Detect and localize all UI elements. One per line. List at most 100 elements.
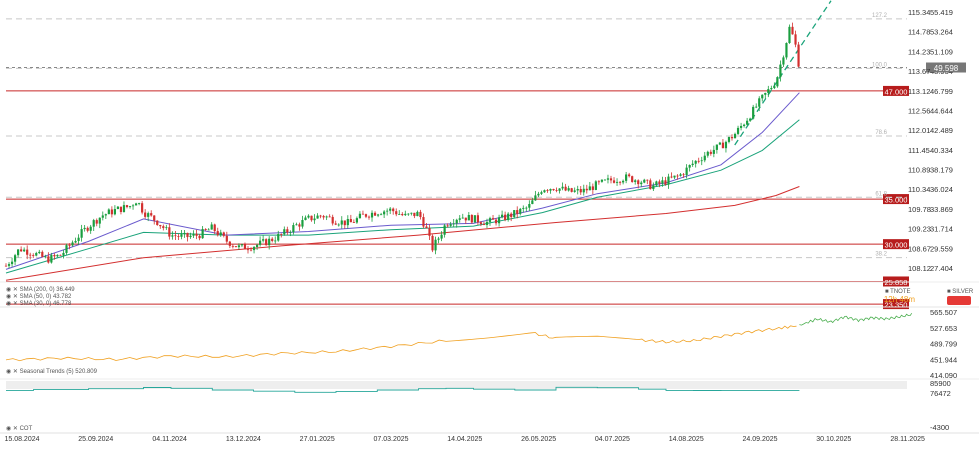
candle-body (479, 222, 483, 224)
candle-body (773, 86, 776, 89)
candle (603, 179, 607, 181)
candle (410, 212, 413, 216)
candle-body (739, 125, 743, 128)
candle (304, 215, 307, 221)
candle (404, 210, 407, 217)
candle (449, 221, 452, 227)
candle-body (612, 180, 616, 183)
cot-tick-label: 76472 (930, 389, 951, 398)
candle-body (625, 174, 628, 181)
last-price-bg (926, 62, 966, 73)
candle (26, 245, 29, 260)
candle (755, 103, 758, 109)
candle (134, 202, 138, 206)
candle (237, 243, 241, 250)
candle-body (210, 224, 213, 230)
candle (743, 123, 746, 128)
candle (35, 251, 38, 257)
candle-body (95, 220, 98, 224)
candle-body (746, 120, 749, 125)
candle (310, 215, 313, 222)
candle-body (528, 204, 531, 208)
candle (531, 197, 534, 205)
candle (452, 218, 455, 228)
candle (259, 236, 262, 247)
candle (159, 224, 162, 229)
candle-body (38, 251, 41, 254)
candle (74, 237, 77, 244)
candle-body (32, 255, 35, 256)
candle (507, 212, 510, 222)
secondary-tick-label: 109.78 (908, 205, 931, 214)
x-tick-label: 15.08.2024 (4, 436, 39, 443)
candle (107, 208, 110, 215)
candle (274, 236, 277, 244)
indicator-legend: ◉ ✕ SMA (200, 0) 36.449◉ ✕ SMA (50, 0) 4… (6, 287, 974, 307)
candle (721, 139, 725, 149)
candle (591, 183, 594, 195)
candle-body (473, 215, 476, 223)
candle-body (144, 212, 147, 217)
candle-body (252, 247, 256, 251)
candle (640, 180, 643, 188)
price-tick-label: 29.559 (930, 244, 953, 253)
candle-body (337, 224, 340, 226)
candle (585, 184, 588, 194)
candle-body (733, 133, 737, 139)
candle (56, 254, 59, 258)
fib-label-0: 127.2 (872, 13, 888, 19)
candle (491, 214, 495, 220)
candle (516, 206, 519, 219)
candle (522, 205, 525, 213)
candle-body (561, 186, 564, 189)
candle-body (44, 256, 47, 258)
candle (376, 213, 380, 218)
candle (458, 215, 461, 223)
candle-body (316, 215, 319, 219)
candle-body (77, 237, 80, 241)
candle-body (691, 163, 694, 166)
candle (555, 187, 558, 193)
candle-body (168, 227, 171, 237)
candle (228, 240, 231, 249)
candle-body (443, 225, 446, 235)
candle (724, 140, 728, 153)
candle-body (389, 208, 392, 211)
candle-body (715, 144, 718, 150)
candle (168, 223, 171, 240)
candle (80, 224, 83, 242)
candle-body (231, 245, 234, 247)
candle-body (156, 220, 159, 225)
candle (219, 229, 222, 237)
candle-body (274, 240, 277, 242)
level-label-text: 30.000 (885, 241, 908, 250)
candle-body (319, 215, 322, 217)
candle-body (262, 239, 265, 241)
candle-body (643, 179, 646, 183)
candle (361, 210, 365, 215)
candle-body (567, 188, 570, 191)
candle-body (50, 254, 53, 263)
candle-body (10, 261, 14, 265)
candle-body (134, 203, 138, 206)
secondary-tick-label: 113.12 (908, 87, 930, 96)
candle (246, 246, 250, 254)
candle (782, 55, 785, 67)
candle-body (65, 245, 68, 253)
candle-body (395, 211, 398, 215)
last-price-text: 49.598 (934, 64, 959, 73)
candle-body (652, 185, 655, 190)
candle (779, 60, 782, 82)
candle-body (591, 186, 594, 190)
candle-body (615, 181, 619, 183)
candle-body (546, 190, 549, 192)
price-tick-label: 36.024 (930, 185, 953, 194)
candle-body (410, 212, 413, 214)
candle (113, 205, 116, 216)
candle (210, 222, 213, 230)
fib-label-2: 78.6 (875, 130, 887, 136)
candle (10, 257, 14, 267)
candle-body (7, 264, 11, 266)
candle (443, 223, 446, 238)
